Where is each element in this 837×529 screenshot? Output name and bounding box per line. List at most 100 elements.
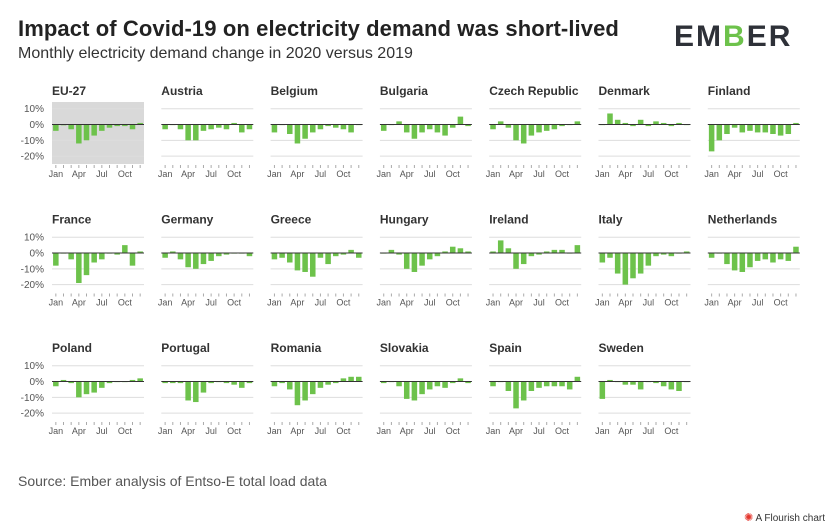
x-tick-label: Apr bbox=[618, 426, 632, 436]
x-tick-label: Jan bbox=[49, 426, 64, 436]
bar-jun bbox=[528, 381, 535, 391]
bar-oct bbox=[559, 381, 565, 387]
bar-dec bbox=[465, 381, 471, 384]
bar-aug bbox=[434, 381, 441, 387]
bar-nov bbox=[239, 381, 245, 388]
bar-aug bbox=[543, 124, 550, 131]
bar-may bbox=[83, 124, 90, 141]
x-tick-label: Oct bbox=[227, 169, 242, 179]
x-tick-label: Jan bbox=[267, 169, 282, 179]
bar-dec bbox=[246, 253, 253, 257]
x-tick-label: Oct bbox=[555, 298, 570, 308]
x-tick-label: Apr bbox=[181, 426, 195, 436]
flourish-credit[interactable]: ✺ A Flourish chart bbox=[744, 511, 825, 524]
x-tick-label: Jan bbox=[267, 298, 282, 308]
bar-jun bbox=[200, 253, 207, 265]
bar-oct bbox=[340, 378, 347, 382]
bar-mar bbox=[177, 124, 184, 130]
x-tick-label: Apr bbox=[618, 169, 632, 179]
small-multiples-chart: EU-27 10% 0% -10% -20% Jan Apr Jul Oct Austria Jan… bbox=[21, 84, 800, 436]
x-tick-label: Jul bbox=[205, 169, 217, 179]
panel-title: Finland bbox=[708, 84, 751, 98]
bar-jul bbox=[536, 381, 542, 388]
chart-subtitle: Monthly electricity demand change in 202… bbox=[18, 45, 413, 62]
bar-jul bbox=[99, 381, 105, 388]
bar-nov bbox=[129, 253, 136, 266]
bar-nov bbox=[676, 122, 682, 125]
bar-apr bbox=[403, 124, 410, 133]
bar-jul bbox=[536, 253, 542, 255]
bar-mar bbox=[505, 124, 512, 128]
panel-finland: Finland Jan Apr Jul Oct bbox=[704, 84, 800, 179]
x-tick-label: Oct bbox=[555, 169, 570, 179]
x-tick-label: Oct bbox=[118, 298, 133, 308]
bar-aug bbox=[653, 121, 659, 125]
bar-may bbox=[83, 253, 90, 276]
bar-aug bbox=[653, 253, 659, 257]
bar-jan bbox=[490, 381, 496, 387]
panel-greece: Greece Jan Apr Jul Oct bbox=[267, 213, 363, 308]
panel-title: Portugal bbox=[161, 341, 210, 355]
panel-title: Ireland bbox=[489, 213, 528, 227]
x-tick-label: Jan bbox=[486, 426, 501, 436]
bar-jan bbox=[53, 381, 59, 387]
y-tick-label: 10% bbox=[24, 361, 44, 372]
bar-jul bbox=[208, 253, 214, 261]
x-tick-label: Jan bbox=[704, 298, 719, 308]
bar-nov bbox=[457, 378, 464, 382]
x-tick-label: Jul bbox=[643, 426, 655, 436]
bar-mar bbox=[68, 381, 74, 384]
bar-may bbox=[193, 381, 199, 403]
x-tick-label: Apr bbox=[400, 169, 414, 179]
bar-sep bbox=[551, 124, 558, 130]
bar-jun bbox=[747, 124, 753, 131]
x-tick-label: Jul bbox=[205, 298, 217, 308]
bar-jan bbox=[599, 253, 606, 263]
bar-dec bbox=[137, 251, 143, 254]
bar-feb bbox=[388, 249, 395, 254]
bar-sep bbox=[660, 122, 667, 125]
bar-nov bbox=[785, 124, 792, 134]
panel-title: Spain bbox=[489, 341, 522, 355]
bar-feb bbox=[607, 253, 613, 258]
bar-dec bbox=[574, 376, 581, 382]
bar-oct bbox=[231, 381, 237, 385]
bar-dec bbox=[574, 121, 581, 125]
x-tick-label: Jan bbox=[158, 426, 173, 436]
x-tick-label: Jan bbox=[486, 169, 501, 179]
x-tick-label: Jan bbox=[158, 169, 173, 179]
bar-jun bbox=[528, 253, 535, 257]
x-tick-label: Oct bbox=[336, 426, 351, 436]
bar-sep bbox=[333, 253, 339, 257]
bar-apr bbox=[76, 124, 82, 144]
bar-sep bbox=[223, 381, 230, 384]
bar-dec bbox=[683, 251, 690, 254]
bar-jun bbox=[419, 253, 425, 266]
x-tick-label: Jan bbox=[376, 298, 391, 308]
bar-feb bbox=[170, 381, 176, 384]
bar-may bbox=[520, 253, 527, 265]
bar-sep bbox=[660, 381, 667, 387]
x-tick-label: Oct bbox=[227, 298, 242, 308]
source-note: Source: Ember analysis of Entso-E total … bbox=[18, 473, 327, 489]
panel-title: Czech Republic bbox=[489, 84, 579, 98]
bar-jul bbox=[99, 253, 105, 260]
bar-apr bbox=[622, 253, 629, 285]
panel-title: EU-27 bbox=[52, 84, 86, 98]
y-tick-label: -10% bbox=[21, 264, 44, 275]
x-tick-label: Jan bbox=[704, 169, 719, 179]
ember-logo: EMBER bbox=[674, 20, 790, 53]
bar-dec bbox=[246, 381, 253, 384]
x-tick-label: Jan bbox=[49, 298, 64, 308]
bar-jul bbox=[754, 124, 761, 133]
panel-title: Netherlands bbox=[708, 213, 778, 227]
bar-sep bbox=[114, 124, 120, 127]
bar-feb bbox=[607, 113, 613, 125]
bar-dec bbox=[574, 245, 581, 254]
bar-jan bbox=[490, 124, 496, 130]
bar-jan bbox=[162, 253, 168, 258]
bar-jan bbox=[708, 253, 715, 258]
bar-mar bbox=[614, 119, 621, 125]
bar-oct bbox=[340, 253, 347, 255]
x-tick-label: Apr bbox=[509, 298, 523, 308]
